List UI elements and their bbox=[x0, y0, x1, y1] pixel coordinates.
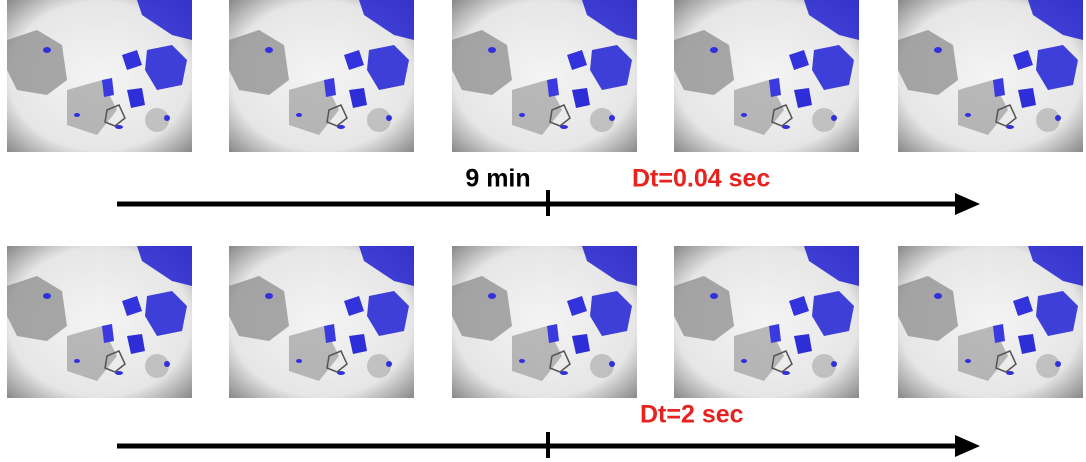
image-panel bbox=[6, 0, 193, 153]
image-panel bbox=[451, 245, 638, 399]
image-panel bbox=[451, 0, 638, 153]
arrow-head bbox=[955, 193, 980, 215]
time-marker: 9 min bbox=[465, 165, 530, 193]
image-panel bbox=[897, 245, 1084, 399]
interval-label: Dt=0.04 sec bbox=[632, 165, 770, 193]
arrow-head bbox=[955, 435, 980, 457]
image-panel bbox=[673, 245, 860, 399]
image-panel bbox=[897, 0, 1084, 153]
image-panel bbox=[673, 0, 860, 153]
image-panel bbox=[6, 245, 193, 399]
interval-label: Dt=2 sec bbox=[640, 401, 744, 429]
image-panel bbox=[228, 245, 415, 399]
image-panel bbox=[228, 0, 415, 153]
